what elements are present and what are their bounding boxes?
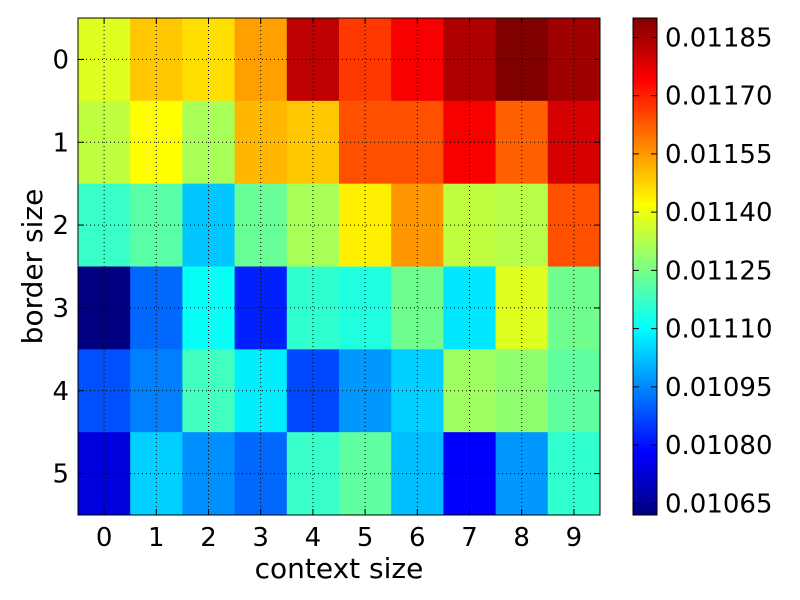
x-tick-labels: 0 1 2 3 4 5 6 7 8 9 bbox=[96, 523, 582, 553]
y-tick-labels: 0 1 2 3 4 5 bbox=[52, 45, 69, 489]
y-tick-label: 0 bbox=[52, 45, 69, 75]
x-tick-label: 1 bbox=[148, 523, 165, 553]
x-tick-label: 7 bbox=[461, 523, 478, 553]
x-tick-label: 4 bbox=[305, 523, 322, 553]
heatmap-cell bbox=[495, 349, 549, 433]
heatmap-cell bbox=[443, 266, 497, 350]
colorbar-tick-label: 0.01170 bbox=[665, 82, 773, 112]
colorbar: 0.01065 0.01080 0.01095 0.01110 0.01125 0.011… bbox=[632, 17, 773, 519]
y-tick-label: 3 bbox=[52, 294, 69, 324]
y-tick-label: 1 bbox=[52, 128, 69, 158]
colorbar-tick-label: 0.01080 bbox=[665, 431, 773, 461]
x-tick-label: 9 bbox=[566, 523, 583, 553]
heatmap-cell bbox=[391, 266, 444, 350]
x-tick-label: 2 bbox=[200, 523, 217, 553]
heatmap-cell bbox=[495, 18, 549, 102]
heatmap-cell bbox=[391, 18, 444, 102]
x-tick-label: 3 bbox=[252, 523, 269, 553]
heatmap-cell bbox=[495, 266, 549, 350]
heatmap-cell bbox=[443, 432, 497, 516]
heatmap-cell bbox=[391, 183, 444, 267]
colorbar-tick-label: 0.01065 bbox=[665, 489, 773, 519]
x-tick-label: 6 bbox=[409, 523, 426, 553]
heatmap-cell bbox=[391, 349, 444, 433]
y-tick-label: 2 bbox=[52, 211, 69, 241]
plot-frame bbox=[77, 17, 601, 516]
colorbar-gradient bbox=[632, 17, 658, 516]
x-tick-label: 8 bbox=[513, 523, 530, 553]
y-tick-label: 4 bbox=[52, 377, 69, 407]
colorbar-tick-label: 0.01155 bbox=[665, 140, 773, 170]
heatmap-cell bbox=[391, 432, 444, 516]
colorbar-ticks: 0.01065 0.01080 0.01095 0.01110 0.01125 0.011… bbox=[633, 23, 773, 519]
x-tick-label: 5 bbox=[357, 523, 374, 553]
heatmap-cell bbox=[443, 183, 497, 267]
y-tick-label: 5 bbox=[52, 460, 69, 490]
axis-ticks bbox=[78, 18, 600, 515]
heatmap-cell bbox=[495, 183, 549, 267]
colorbar-tick-label: 0.01095 bbox=[665, 373, 773, 403]
heatmap-cell bbox=[495, 432, 549, 516]
x-axis-label: context size bbox=[255, 552, 424, 585]
heatmap-cell bbox=[443, 349, 497, 433]
colorbar-tick-label: 0.01125 bbox=[665, 256, 773, 286]
y-axis-label: border size bbox=[16, 189, 49, 345]
colorbar-tick-label: 0.01110 bbox=[665, 315, 773, 345]
x-tick-label: 0 bbox=[96, 523, 113, 553]
colorbar-tick-label: 0.01185 bbox=[665, 23, 773, 53]
grid-lines bbox=[78, 18, 600, 515]
colorbar-tick-label: 0.01140 bbox=[665, 198, 773, 228]
heatmap-cell bbox=[443, 18, 497, 102]
